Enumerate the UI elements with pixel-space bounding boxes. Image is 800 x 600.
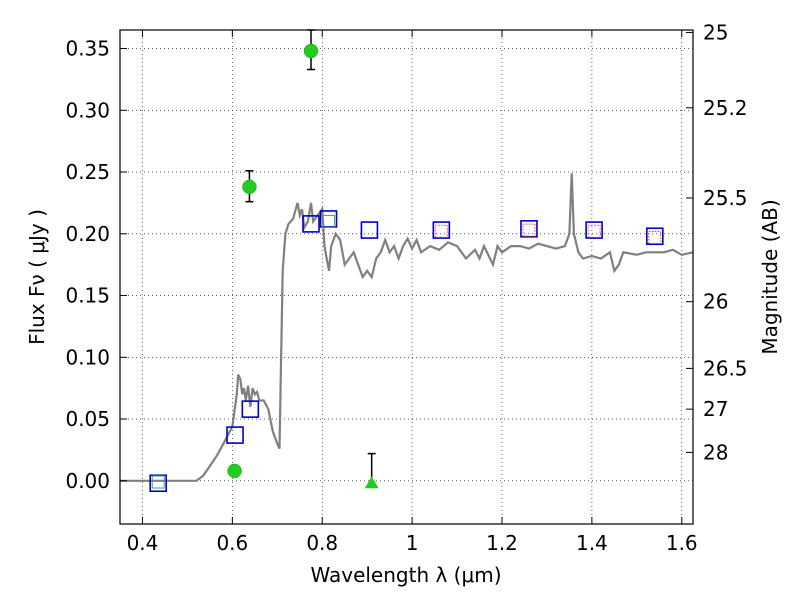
x-tick-label: 1.4 xyxy=(576,531,608,555)
model-photometry-point xyxy=(360,221,379,239)
model-photometry-point xyxy=(149,474,167,493)
right-tick-label: 26.5 xyxy=(703,356,748,380)
y-tick-label: 0.00 xyxy=(65,469,110,493)
y-tick-label: 0.30 xyxy=(65,98,110,122)
model-photometry-point xyxy=(585,221,603,239)
y-tick-label: 0.20 xyxy=(65,222,110,246)
upper-limit-point xyxy=(364,476,379,489)
y-tick-label: 0.05 xyxy=(65,407,110,431)
x-tick-label: 0.8 xyxy=(306,531,338,555)
x-axis-label: Wavelength λ (μm) xyxy=(310,563,501,587)
sed-model-line xyxy=(120,173,693,482)
model-photometry-point xyxy=(226,426,244,444)
y-tick-label: 0.10 xyxy=(65,345,110,369)
observed-green-square xyxy=(151,475,165,489)
detection-point xyxy=(303,43,319,59)
model-photometry-point xyxy=(645,227,664,246)
x-tick-label: 0.6 xyxy=(216,531,248,555)
model-photometry-point xyxy=(302,215,320,233)
plot-frame xyxy=(119,29,694,525)
y-tick-label: 0.35 xyxy=(65,37,110,61)
observed-green-square xyxy=(322,214,336,228)
axis-ticks xyxy=(120,30,693,524)
data-series xyxy=(120,29,693,493)
observed-red-point xyxy=(648,230,662,244)
x-tick-label: 1.6 xyxy=(666,531,698,555)
right-tick-label: 27 xyxy=(703,397,728,421)
grid-lines xyxy=(120,30,693,524)
right-tick-label: 26 xyxy=(703,290,728,314)
right-tick-label: 28 xyxy=(703,440,728,464)
observed-red-point xyxy=(522,223,536,237)
right-tick-label: 25.5 xyxy=(703,186,748,210)
detection-point xyxy=(242,179,257,195)
y-axis-label: Flux Fν ( μJy ) xyxy=(25,209,49,345)
y-tick-label: 0.25 xyxy=(65,160,110,184)
right-tick-label: 25.2 xyxy=(703,96,748,120)
model-photometry-point xyxy=(520,220,538,238)
right-axis-label: Magnitude (AB) xyxy=(758,199,782,354)
observed-red-point xyxy=(434,224,448,238)
x-tick-label: 0.4 xyxy=(127,531,159,555)
model-photometry-point xyxy=(432,221,451,239)
model-photometry-point xyxy=(241,400,260,418)
observed-red-point xyxy=(587,224,601,238)
tick-labels: 0.4 0.6 0.8 1 1.2 1.4 1.6 0.00 0.05 0.10 0.15 0.20 0… xyxy=(65,20,747,555)
x-tick-label: 1.2 xyxy=(486,531,518,555)
detection-point xyxy=(227,463,242,479)
right-tick-label: 25 xyxy=(703,20,728,44)
y-tick-label: 0.15 xyxy=(65,284,110,308)
x-tick-label: 1 xyxy=(406,531,419,555)
